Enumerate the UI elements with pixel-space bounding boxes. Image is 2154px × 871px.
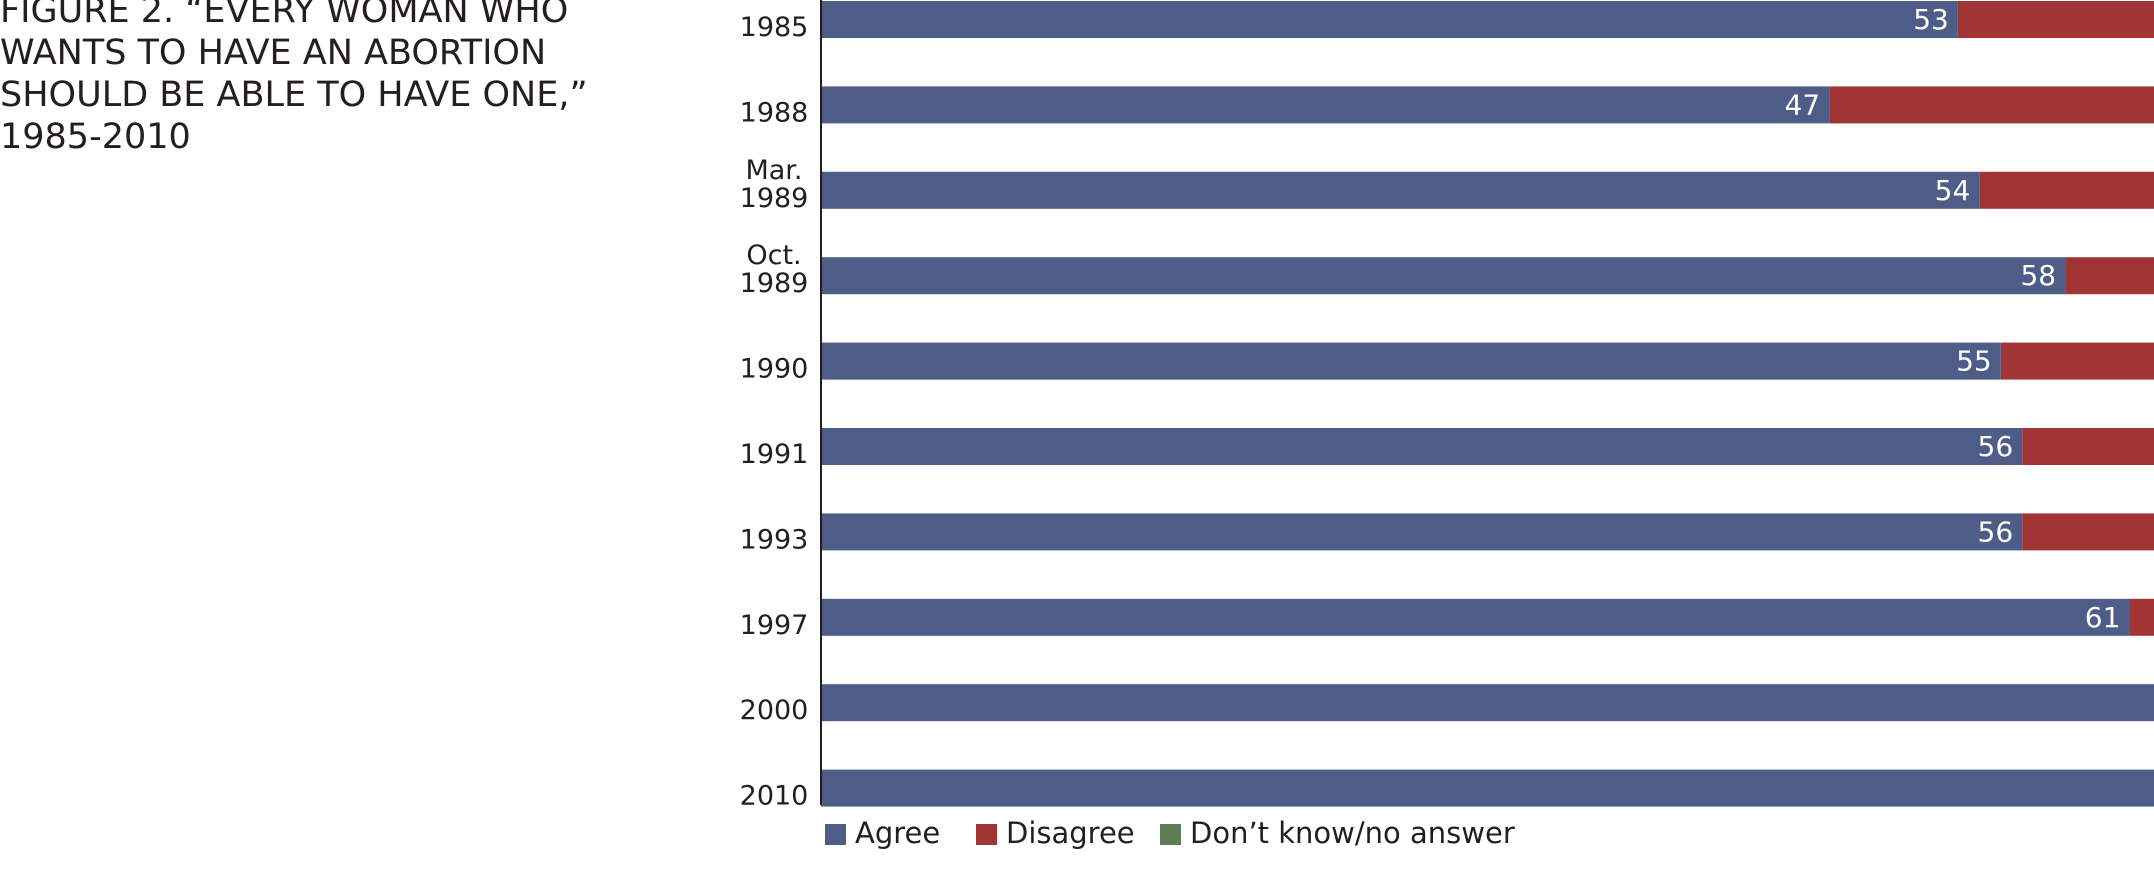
value-label: 61 <box>2085 601 2121 634</box>
bar-segment <box>2129 598 2154 636</box>
legend-label: Disagree <box>1006 816 1135 850</box>
category-label: 1990 <box>740 354 809 385</box>
bar-segment <box>821 428 2023 465</box>
bar-segment <box>1829 86 2154 124</box>
legend-label: Agree <box>855 816 940 850</box>
category-label: 1989 <box>740 183 809 214</box>
category-label: 1991 <box>740 439 809 470</box>
category-label: 2010 <box>740 781 809 812</box>
category-label: Mar. <box>745 155 802 186</box>
bar-segment <box>821 257 2066 295</box>
category-label: 1985 <box>740 12 809 43</box>
value-label: 53 <box>1913 3 1949 36</box>
chart-title-line: FIGURE 2. “EVERY WOMAN WHO <box>0 0 569 31</box>
value-label: 47 <box>1785 88 1821 121</box>
bar-segment <box>2022 513 2154 551</box>
bar-segment <box>821 598 2130 636</box>
value-labels: 5341547371654406583845538756377563776135… <box>1785 3 2121 634</box>
bar-segment <box>1957 1 2154 38</box>
value-label: 56 <box>1978 515 2014 548</box>
category-label: 1993 <box>740 524 809 555</box>
value-label: 58 <box>2020 259 2056 292</box>
bar-segment <box>821 1 1958 38</box>
value-label: 55 <box>1956 345 1992 378</box>
bar-segment <box>2000 342 2154 380</box>
chart-title-line: SHOULD BE ABLE TO HAVE ONE,” <box>0 75 588 115</box>
bar-segment <box>821 171 1980 209</box>
category-label: 2000 <box>740 695 809 726</box>
bar-segment <box>2022 428 2154 465</box>
category-labels: 19851988Mar.1989Oct.19891990199119931997… <box>740 12 809 812</box>
legend-swatch <box>1160 824 1181 845</box>
chart-title-line: 1985-2010 <box>0 117 191 157</box>
category-label: 1988 <box>740 97 809 128</box>
legend-swatch <box>976 824 997 845</box>
chart-title: FIGURE 2. “EVERY WOMAN WHO WANTS TO HAVE… <box>0 0 640 158</box>
bar-segment <box>821 342 2001 380</box>
bar-segment <box>821 684 2154 722</box>
bars-layer <box>821 1 2154 807</box>
category-label: Oct. <box>746 240 801 271</box>
legend-swatch <box>825 824 846 845</box>
bar-segment <box>821 769 2154 807</box>
value-label: 54 <box>1935 174 1971 207</box>
bar-segment <box>821 513 2023 551</box>
value-label: 56 <box>1978 430 2014 463</box>
category-label: 1997 <box>740 610 809 641</box>
category-label: 1989 <box>740 268 809 299</box>
legend: Agree Disagree Don’t know/no answer <box>825 816 1515 850</box>
legend-label: Don’t know/no answer <box>1190 816 1515 850</box>
bar-segment <box>821 86 1830 124</box>
bar-segment <box>2065 257 2154 295</box>
chart-title-line: WANTS TO HAVE AN ABORTION <box>0 33 547 73</box>
bar-segment <box>1979 171 2154 209</box>
